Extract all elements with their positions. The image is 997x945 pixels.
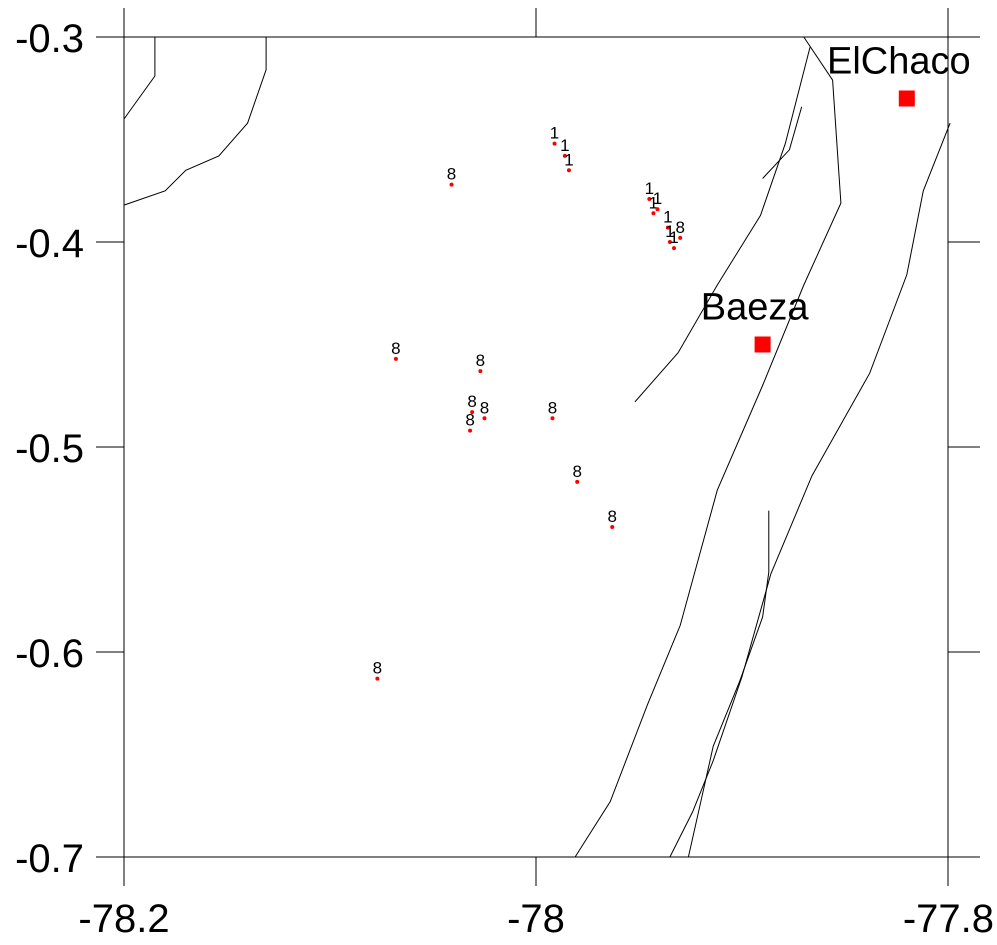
city-label: Baeza xyxy=(701,287,810,329)
epicenter-label: 8 xyxy=(607,507,616,526)
epicenter-label: 1 xyxy=(564,150,573,169)
fault-line xyxy=(669,122,951,858)
y-tick-label: -0.6 xyxy=(15,632,84,676)
fault-line xyxy=(123,37,156,120)
epicenter-label: 1 xyxy=(669,228,678,247)
epicenter-point xyxy=(647,196,652,201)
city-marker xyxy=(754,336,771,353)
epicenter-point xyxy=(478,369,483,374)
x-tick-label: -77.8 xyxy=(903,897,994,941)
epicenter-point xyxy=(665,225,670,230)
fault-line xyxy=(634,47,811,403)
epicenter-label: 8 xyxy=(572,462,581,481)
y-tick-label: -0.4 xyxy=(15,222,84,266)
epicenter-label: 8 xyxy=(480,398,489,417)
epicenter-label: 8 xyxy=(467,392,476,411)
epicenter-point xyxy=(610,524,615,529)
epicenter-point xyxy=(375,676,380,681)
fault-line xyxy=(574,36,842,858)
y-tick-label: -0.7 xyxy=(15,837,84,881)
epicenter-point xyxy=(655,207,660,212)
epicenter-point xyxy=(552,141,557,146)
epicenter-label: 8 xyxy=(548,398,557,417)
epicenter-label: 8 xyxy=(447,165,456,184)
epicenter-point xyxy=(482,416,487,421)
epicenter-point xyxy=(678,235,683,240)
fault-line xyxy=(123,37,267,206)
epicenter-point xyxy=(672,246,677,251)
epicenter-point xyxy=(449,182,454,187)
y-tick-label: -0.3 xyxy=(15,17,84,61)
epicenter-label: 1 xyxy=(649,193,658,212)
y-tick-label: -0.5 xyxy=(15,427,84,471)
epicenter-point xyxy=(651,211,656,216)
epicenter-point xyxy=(550,416,555,421)
city-marker xyxy=(898,90,915,107)
map-frame xyxy=(123,36,949,858)
epicenter-label: 1 xyxy=(560,136,569,155)
epicenter-point xyxy=(468,428,473,433)
epicenter-label: 1 xyxy=(550,124,559,143)
epicenter-label: 1 xyxy=(653,189,662,208)
fault-line xyxy=(687,510,770,858)
epicenter-point xyxy=(470,410,475,415)
epicenter-point xyxy=(566,168,571,173)
x-tick-label: -78 xyxy=(507,897,565,941)
fault-lines xyxy=(123,36,951,858)
epicenter-label: 8 xyxy=(391,339,400,358)
city-markers: ElChaco Baeza xyxy=(701,41,971,353)
fault-line xyxy=(762,106,803,179)
epicenter-label: 1 xyxy=(665,222,674,241)
epicenter-label: 8 xyxy=(373,659,382,678)
epicenter-point xyxy=(393,356,398,361)
epicenter-point xyxy=(562,153,567,158)
epicenter-point xyxy=(575,479,580,484)
epicenter-label: 8 xyxy=(476,351,485,370)
city-label: ElChaco xyxy=(827,41,971,83)
epicenter-label: 8 xyxy=(675,218,684,237)
epicenter-label: 8 xyxy=(465,411,474,430)
epicenter-label: 1 xyxy=(663,208,672,227)
epicenter-point xyxy=(667,240,672,244)
axis-ticks: -78.2 -78 -77.8 -0.3 -0.4 -0.5 -0.6 -0.7 xyxy=(15,8,994,941)
x-tick-label: -78.2 xyxy=(78,897,169,941)
epicenter-label: 1 xyxy=(645,179,654,198)
